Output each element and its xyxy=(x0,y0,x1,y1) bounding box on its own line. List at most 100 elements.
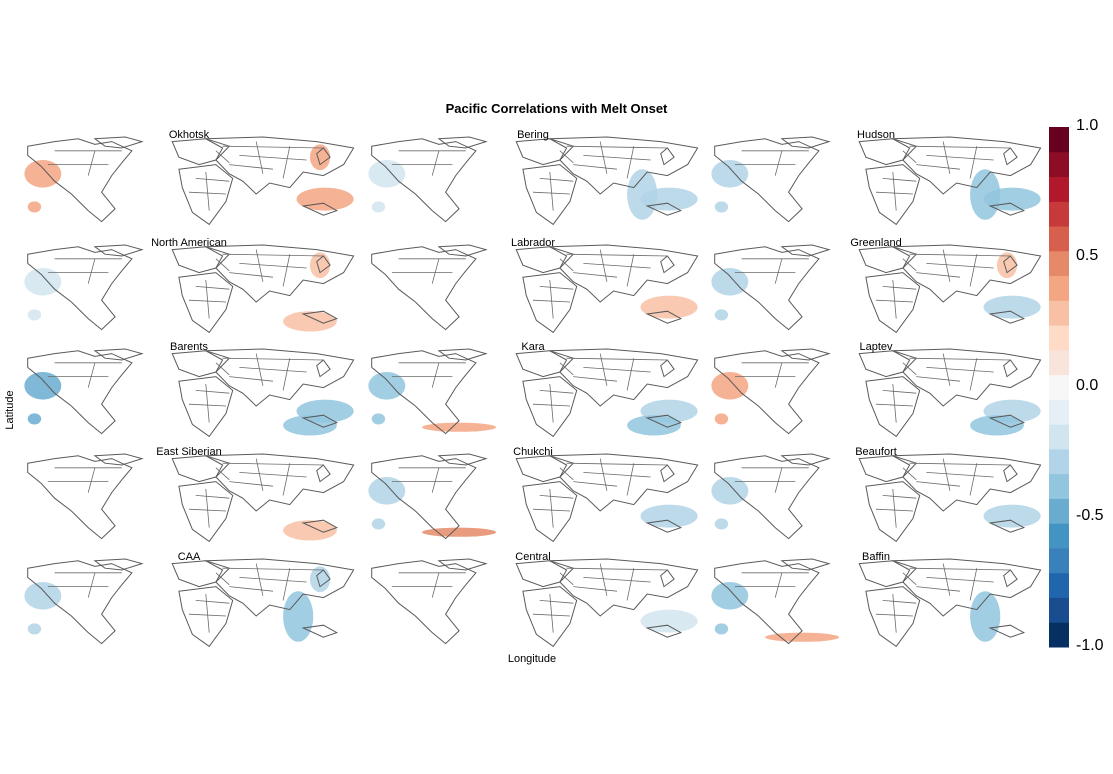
coastline xyxy=(714,560,820,645)
coastline xyxy=(522,376,578,438)
coastline xyxy=(178,272,234,334)
correlation-patch xyxy=(24,268,62,296)
coastline xyxy=(522,481,578,543)
panel-background xyxy=(708,454,1044,546)
panel-greenland: Greenland xyxy=(708,237,1044,337)
panel-background xyxy=(365,454,701,546)
country-border xyxy=(215,467,230,481)
coastline xyxy=(93,558,144,571)
panel-chukchi: Chukchi xyxy=(365,446,701,546)
country-border xyxy=(942,458,951,491)
country-border xyxy=(205,171,210,211)
coastline xyxy=(203,136,355,195)
coastline xyxy=(437,136,488,149)
country-border xyxy=(909,567,1011,571)
coastline xyxy=(547,244,699,303)
correlation-patch xyxy=(283,591,314,642)
coastline xyxy=(660,464,675,483)
panel-title: Labrador xyxy=(511,237,555,249)
country-border xyxy=(205,279,210,319)
coastline xyxy=(780,136,831,149)
correlation-patch xyxy=(24,372,62,400)
country-border xyxy=(566,462,668,466)
country-border xyxy=(549,383,554,423)
panel-background xyxy=(21,137,357,229)
country-border xyxy=(926,263,994,269)
country-border xyxy=(909,357,1011,361)
country-border xyxy=(916,586,961,592)
country-border xyxy=(539,390,574,394)
country-border xyxy=(599,353,608,386)
panel-east-siberian: East Siberian xyxy=(21,446,357,546)
coastline xyxy=(301,414,339,428)
coastline xyxy=(316,147,331,166)
country-border xyxy=(902,150,917,164)
color-bar-segment xyxy=(1049,523,1069,549)
coastline xyxy=(27,246,133,331)
country-border xyxy=(222,357,324,361)
country-border xyxy=(969,463,978,496)
country-border xyxy=(282,254,291,287)
color-bar-segment xyxy=(1049,300,1069,326)
country-border xyxy=(909,145,1011,149)
correlation-patch xyxy=(283,520,337,541)
coastline xyxy=(890,453,1042,512)
country-border xyxy=(626,358,635,391)
country-border xyxy=(239,577,307,583)
country-border xyxy=(599,458,608,491)
country-border xyxy=(902,362,917,376)
country-border xyxy=(774,572,783,598)
coastline xyxy=(371,138,477,223)
coastline xyxy=(547,453,699,512)
coastline xyxy=(301,624,339,638)
panel-title: CAA xyxy=(178,551,201,563)
country-border xyxy=(566,567,668,571)
panel-background xyxy=(365,559,701,651)
country-border xyxy=(239,367,307,373)
coastline xyxy=(178,376,234,438)
correlation-patch xyxy=(368,160,406,188)
country-border xyxy=(539,178,574,182)
correlation-patch xyxy=(368,372,406,400)
coastline xyxy=(547,136,699,195)
country-border xyxy=(599,141,608,174)
panel-hudson: Hudson xyxy=(708,129,1044,229)
country-border xyxy=(583,577,651,583)
country-border xyxy=(583,155,651,161)
country-border xyxy=(87,258,96,284)
country-border xyxy=(882,600,917,604)
color-bar-segment xyxy=(1049,424,1069,450)
panel-title: Kara xyxy=(521,341,545,353)
color-bar-segment xyxy=(1049,325,1069,351)
color-bar-segment xyxy=(1049,547,1069,574)
panel-north-american: North American xyxy=(21,237,357,337)
country-border xyxy=(902,258,917,272)
correlation-patch xyxy=(970,415,1024,436)
coastline xyxy=(547,348,699,407)
country-border xyxy=(431,258,440,284)
color-bar-segment xyxy=(1049,572,1069,598)
country-border xyxy=(599,563,608,596)
country-border xyxy=(892,593,897,633)
panel-barents: Barents xyxy=(21,341,357,441)
coastline xyxy=(178,164,234,226)
country-border xyxy=(573,586,618,592)
country-border xyxy=(255,563,264,596)
country-border xyxy=(549,171,554,211)
color-bar-segment xyxy=(1049,622,1069,648)
country-border xyxy=(205,383,210,423)
coastline xyxy=(203,558,355,617)
country-border xyxy=(573,376,618,382)
panel-title: Barents xyxy=(170,341,208,353)
country-border xyxy=(222,567,324,571)
correlation-patch xyxy=(711,582,749,610)
color-bar-segment xyxy=(1049,349,1069,376)
coastline xyxy=(371,350,477,435)
country-border xyxy=(969,358,978,391)
country-border xyxy=(626,254,635,287)
country-border xyxy=(282,568,291,601)
country-border xyxy=(229,164,274,170)
coastline xyxy=(178,481,234,543)
country-border xyxy=(549,593,554,633)
